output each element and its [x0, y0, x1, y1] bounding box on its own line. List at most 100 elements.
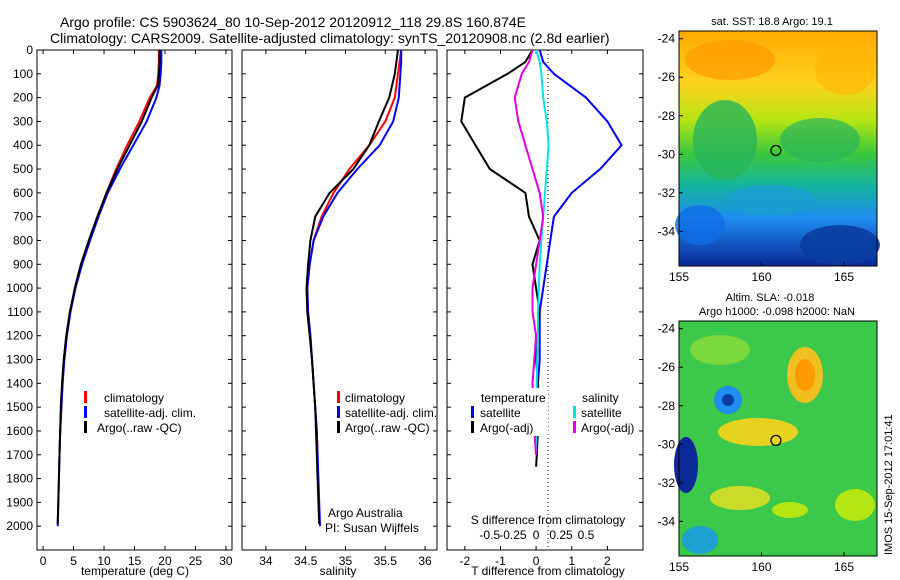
- x-tick-label: 36: [418, 554, 432, 568]
- map-y-tick-label: -30: [658, 147, 676, 161]
- x-tick-label: 0: [533, 554, 540, 568]
- map-y-tick-label: -28: [658, 399, 676, 413]
- x-tick-label: -2: [459, 554, 470, 568]
- y-tick-label: 0: [26, 43, 33, 57]
- legend-argo-swatch: [337, 421, 340, 433]
- legend-satellite-label: satellite-adj. clim.: [104, 406, 196, 420]
- sst-map-frame: [678, 30, 878, 267]
- y-tick-label: 1700: [6, 448, 33, 462]
- legend-climatology-label: climatology: [345, 391, 405, 405]
- map-y-tick-label: -28: [658, 109, 676, 123]
- x-tick-label: 35: [339, 554, 353, 568]
- difference-y-ticks: [447, 49, 643, 527]
- figure-title-line2: Climatology: CARS2009. Satellite-adjuste…: [50, 30, 610, 46]
- depth-axis-ticks: 0 100 200 300 400 500 600 700 800 900 1000 1100 1200…: [6, 43, 232, 533]
- y-tick-label: 1900: [6, 495, 33, 509]
- legend-salinity-title: salinity: [582, 391, 619, 405]
- legend-t-satellite-swatch: [471, 406, 474, 418]
- s-difference-label: S difference from climatology: [471, 513, 626, 527]
- sla-patch: [710, 486, 770, 510]
- sst-patches: [675, 40, 880, 265]
- x-tick-label: 34.5: [294, 554, 318, 568]
- map-y-tick-label: -32: [658, 476, 676, 490]
- t-difference-xlabel: T difference from climatology: [471, 564, 625, 578]
- sst-map-ticks: -24 -26 -28 -30 -32 -34 155 160 165: [658, 32, 855, 284]
- difference-legend-bg-right: [556, 388, 634, 436]
- s-tick-label: -0.25: [499, 528, 527, 542]
- y-tick-label: 100: [13, 67, 33, 81]
- legend-temperature-title: temperature: [481, 391, 546, 405]
- legend-satellite-swatch: [84, 406, 87, 418]
- x-tick-label: -1: [495, 554, 506, 568]
- x-tick-label: 5: [70, 554, 77, 568]
- legend-satellite-swatch: [337, 406, 340, 418]
- y-tick-label: 1200: [6, 329, 33, 343]
- map-y-tick-label: -26: [658, 70, 676, 84]
- y-tick-label: 1500: [6, 400, 33, 414]
- sst-patch: [725, 185, 815, 215]
- salinity-legend: climatology satellite-adj. clim. Argo(..…: [337, 391, 437, 435]
- temperature-legend: climatology satellite-adj. clim. Argo(..…: [84, 391, 196, 435]
- map-y-tick-label: -30: [658, 437, 676, 451]
- y-tick-label: 300: [13, 114, 33, 128]
- sst-map-panel: sat. SST: 18.8 Argo: 19.1 -24 -26 -28 -30 -3…: [658, 16, 880, 284]
- x-tick-label: 15: [128, 554, 142, 568]
- sla-map-panel: Altim. SLA: -0.018 Argo h1000: -0.098 h2…: [658, 292, 878, 574]
- map-y-tick-label: -34: [658, 514, 676, 528]
- legend-argo-label: Argo(..raw -QC): [345, 421, 430, 435]
- sla-patch: [795, 359, 815, 391]
- y-tick-label: 2000: [6, 519, 33, 533]
- legend-s-satellite-swatch: [573, 406, 576, 418]
- temperature-axes: [36, 49, 233, 551]
- series-line-salinity_argo: [513, 50, 545, 455]
- y-tick-label: 1100: [7, 305, 33, 319]
- x-tick-label: 0: [40, 554, 47, 568]
- sla-patches: [674, 335, 875, 554]
- x-tick-label: 1: [568, 554, 575, 568]
- map-x-tick-label: 155: [669, 560, 689, 574]
- legend-climatology-label: climatology: [104, 391, 164, 405]
- x-tick-label: 2: [604, 554, 611, 568]
- y-tick-label: 600: [13, 186, 33, 200]
- x-tick-label: 34: [259, 554, 273, 568]
- sla-map-title-line2: Argo h1000: -0.098 h2000: NaN: [699, 306, 855, 318]
- salinity-series: [305, 50, 403, 527]
- sst-patch: [693, 100, 757, 180]
- argo-position-marker: [770, 144, 782, 157]
- map-y-tick-label: -26: [658, 360, 676, 374]
- sst-patch: [685, 40, 775, 80]
- y-tick-label: 500: [13, 162, 33, 176]
- legend-t-satellite-label: satellite: [480, 406, 521, 420]
- credit-line2: PI: Susan Wijffels: [325, 521, 419, 535]
- series-line-argo: [56, 50, 161, 524]
- difference-axes: [446, 49, 644, 551]
- sla-patch: [772, 502, 808, 518]
- y-tick-label: 1400: [6, 376, 33, 390]
- y-tick-label: 400: [13, 138, 33, 152]
- sst-patch: [675, 205, 725, 245]
- map-y-tick-label: -24: [658, 322, 676, 336]
- s-tick-label: -0.5: [479, 528, 500, 542]
- map-x-tick-label: 155: [669, 270, 689, 284]
- legend-t-argo-swatch: [471, 421, 474, 433]
- salinity-xlabel: salinity: [320, 564, 357, 578]
- sla-map-title-line1: Altim. SLA: -0.018: [726, 292, 815, 304]
- legend-s-argo-swatch: [573, 421, 576, 433]
- temperature-xlabel: temperature (deg C): [81, 564, 189, 578]
- salinity-panel: 34 34.5 35 35.5 36 climatology satellite-adj…: [241, 49, 438, 578]
- sla-map-frame: [678, 320, 878, 557]
- map-x-tick-label: 160: [751, 560, 771, 574]
- s-tick-label: 0.5: [578, 528, 595, 542]
- sst-patch: [800, 225, 880, 265]
- map-x-tick-label: 165: [834, 560, 854, 574]
- y-tick-label: 200: [13, 91, 33, 105]
- legend-t-argo-label: Argo(-adj): [480, 421, 533, 435]
- sst-map-title: sat. SST: 18.8 Argo: 19.1: [711, 16, 833, 28]
- sla-patch: [682, 526, 718, 554]
- x-tick-label: 10: [97, 554, 111, 568]
- difference-panel: -2 -1 0 1 2 temperature satellite Argo(-adj)…: [446, 49, 644, 578]
- credit-line1: Argo Australia: [328, 506, 403, 520]
- map-x-tick-label: 165: [834, 270, 854, 284]
- salinity-y-ticks: [242, 49, 437, 527]
- temperature-x-ticks: 0 5 10 15 20 25 30: [40, 50, 233, 568]
